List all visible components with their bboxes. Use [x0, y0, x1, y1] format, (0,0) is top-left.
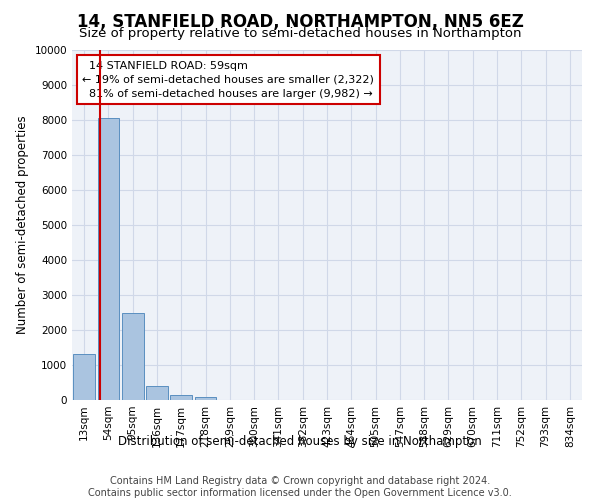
Text: 14 STANFIELD ROAD: 59sqm
← 19% of semi-detached houses are smaller (2,322)
  81%: 14 STANFIELD ROAD: 59sqm ← 19% of semi-d…: [82, 60, 374, 98]
Text: 14, STANFIELD ROAD, NORTHAMPTON, NN5 6EZ: 14, STANFIELD ROAD, NORTHAMPTON, NN5 6EZ: [77, 12, 523, 30]
Bar: [170, 395, 192, 400]
Bar: [73, 354, 95, 400]
Bar: [194, 396, 217, 400]
Bar: [97, 118, 119, 400]
Text: Size of property relative to semi-detached houses in Northampton: Size of property relative to semi-detach…: [79, 28, 521, 40]
Text: Contains HM Land Registry data © Crown copyright and database right 2024.
Contai: Contains HM Land Registry data © Crown c…: [88, 476, 512, 498]
Text: Distribution of semi-detached houses by size in Northampton: Distribution of semi-detached houses by …: [118, 435, 482, 448]
Bar: [146, 386, 168, 400]
Y-axis label: Number of semi-detached properties: Number of semi-detached properties: [16, 116, 29, 334]
Bar: [122, 312, 143, 400]
